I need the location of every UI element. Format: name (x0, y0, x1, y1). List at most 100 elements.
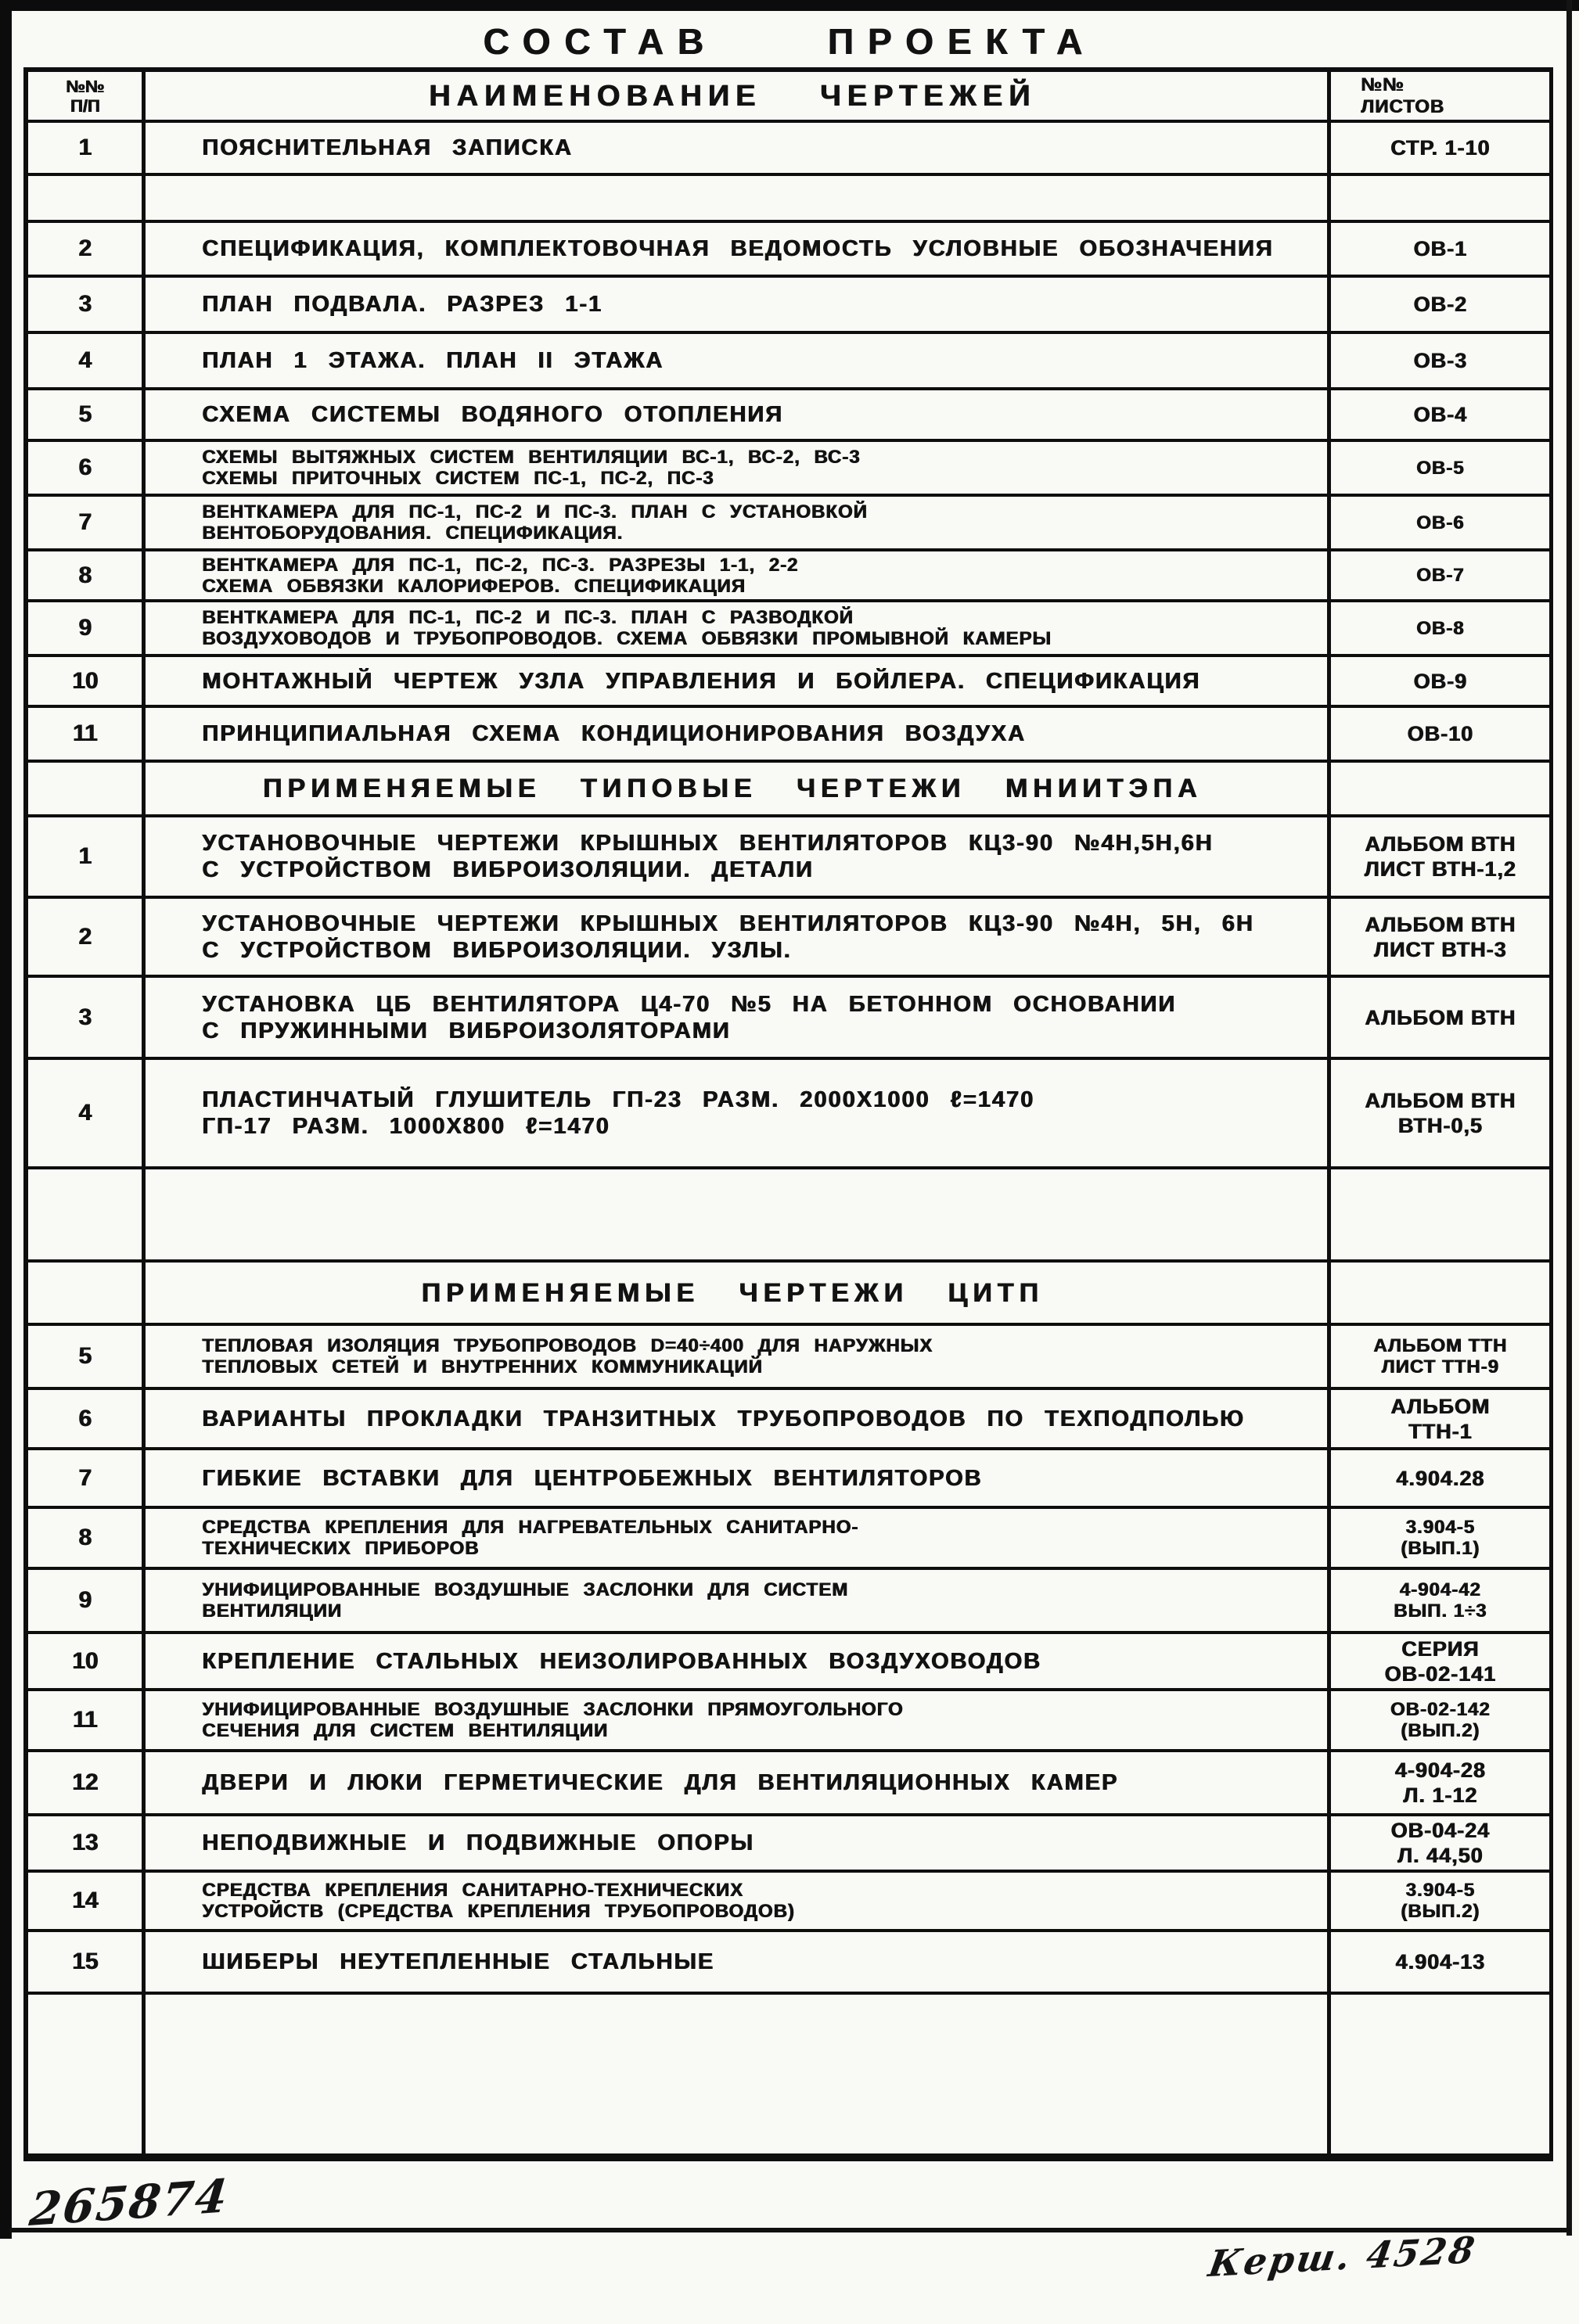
row-sheets-cell: стр. 1-10 (1327, 123, 1549, 173)
row-number-cell: 4 (28, 334, 146, 387)
row-sheets-cell: ОВ-6 (1327, 497, 1549, 548)
sheet-number-line: Лист ВТН-3 (1373, 937, 1507, 961)
row-name-cell: Схемы вытяжных систем вентиляции ВС-1, В… (146, 442, 1327, 494)
empty-row (28, 1169, 1549, 1263)
row-number: 2 (78, 923, 92, 950)
table-row: 11 Принципиальная схема кондиционирования… (28, 708, 1549, 763)
row-name-cell: Пояснительная записка (146, 123, 1327, 173)
drawing-name-line: Крепление стальных неизолированных возду… (202, 1648, 1041, 1674)
row-sheets-cell: ОВ-5 (1327, 442, 1549, 494)
row-number-cell: 13 (28, 1816, 146, 1870)
sheet-number-line: (вып.1) (1400, 1538, 1480, 1559)
sheet-number-line: л. 44,50 (1397, 1844, 1484, 1867)
drawing-name-line: Схема системы водяного отопления (202, 402, 783, 427)
column-header-num-line: №№ (65, 76, 105, 96)
row-number-cell: 7 (28, 1450, 146, 1506)
row-number-cell: 11 (28, 1691, 146, 1749)
table-row: 10 Крепление стальных неизолированных воз… (28, 1634, 1549, 1691)
row-number-cell (28, 763, 146, 814)
row-name-cell: Применяемые чертежи ЦИТП (146, 1263, 1327, 1323)
drawing-name-line: Средства крепления санитарно-технических (202, 1880, 743, 1901)
row-number: 6 (78, 454, 92, 480)
sheet-number-line: ОВ-3 (1413, 349, 1467, 372)
sheet-number-line: ОВ-1 (1413, 237, 1467, 260)
drawing-name-line: Венткамера для ПС-1, ПС-2, ПС-3. Разрезы… (202, 554, 799, 576)
sheet-number-line: 4.904.28 (1395, 1466, 1485, 1490)
table-row: 9 Унифицированные воздушные заслонки для … (28, 1570, 1549, 1634)
sheet-number-line: ОВ-2 (1413, 293, 1467, 316)
row-number: 5 (78, 401, 92, 427)
row-name-cell: Установка ЦБ вентилятора Ц4-70 №5 на бет… (146, 978, 1327, 1057)
row-sheets-cell: Альбом ВТН (1327, 978, 1549, 1057)
sheet-number-line: Альбом ВТН (1364, 1005, 1516, 1029)
row-sheets-cell (1327, 1995, 1549, 2153)
row-sheets-cell: Альбом ВТН Лист ВТН-1,2 (1327, 817, 1549, 896)
sheet-number-line: (вып.2) (1400, 1720, 1480, 1741)
empty-row (28, 1995, 1549, 2157)
sheet-number-line: ОВ-8 (1415, 617, 1465, 639)
row-number-cell: 9 (28, 1570, 146, 1631)
row-number-cell: 8 (28, 1509, 146, 1567)
drawing-name-line: Установка ЦБ вентилятора Ц4-70 №5 на бет… (202, 991, 1176, 1017)
table-row: 1 Пояснительная записка стр. 1-10 (28, 123, 1549, 176)
row-number: 12 (71, 1769, 99, 1795)
sheet-number-line: ОВ-7 (1415, 565, 1465, 586)
row-number: 11 (72, 1707, 98, 1733)
scan-left-border (0, 0, 12, 2239)
row-name-cell: Двери и люки герметические для вентиляци… (146, 1752, 1327, 1813)
row-number: 14 (71, 1888, 99, 1913)
row-number-cell: 1 (28, 123, 146, 173)
row-name-cell: Схема системы водяного отопления (146, 390, 1327, 439)
row-number: 8 (78, 1525, 92, 1550)
sheet-number-line: ОВ-10 (1407, 722, 1473, 745)
drawing-name-line: Установочные чертежи крышных вентиляторо… (202, 831, 1214, 856)
drawing-name-line: Принципиальная схема кондиционирования в… (202, 721, 1026, 746)
sheet-number-line: Лист ВТН-1,2 (1364, 857, 1516, 881)
row-name-cell (146, 1169, 1327, 1259)
row-sheets-cell: ОВ-7 (1327, 551, 1549, 599)
sheet-number-line: л. 1-12 (1403, 1783, 1477, 1807)
table-row: 10 Монтажный чертеж узла управления и бой… (28, 657, 1549, 708)
row-name-cell: Крепление стальных неизолированных возду… (146, 1634, 1327, 1688)
sheet-number-line: ОВ-6 (1415, 512, 1465, 533)
row-name-cell: Венткамера для ПС-1, ПС-2, ПС-3. Разрезы… (146, 551, 1327, 599)
row-number-cell: 3 (28, 278, 146, 331)
table-row: 8 Венткамера для ПС-1, ПС-2, ПС-3. Разрез… (28, 551, 1549, 602)
row-sheets-cell: ОВ-9 (1327, 657, 1549, 705)
row-sheets-cell: 3.904-5 (вып.2) (1327, 1873, 1549, 1929)
row-sheets-cell: ОВ-3 (1327, 334, 1549, 387)
table-row: 13 Неподвижные и подвижные опоры ОВ-04-24 л… (28, 1816, 1549, 1873)
row-number: 9 (78, 1587, 92, 1613)
row-number-cell: 3 (28, 978, 146, 1057)
row-number-cell: №№ п/п (28, 72, 146, 120)
row-sheets-cell: ОВ-4 (1327, 390, 1549, 439)
column-header-num-line: п/п (70, 95, 100, 116)
sheet-number-line: ОВ-04-24 (1390, 1819, 1490, 1842)
row-number: 4 (78, 1100, 92, 1126)
row-name-cell: Венткамера для ПС-1, ПС-2 и ПС-3. План с… (146, 497, 1327, 548)
drawing-name-line: Гибкие вставки для центробежных вентилят… (202, 1465, 983, 1491)
table-row: 12 Двери и люки герметические для вентиля… (28, 1752, 1549, 1816)
sheet-number-line: 4-904-42 (1399, 1579, 1481, 1600)
row-name-cell: Установочные чертежи крышных вентиляторо… (146, 817, 1327, 896)
drawing-name-line: Пояснительная записка (202, 135, 573, 160)
sheet-number-line: Альбом ВТН (1364, 912, 1516, 936)
column-header-sheets-line: листов (1361, 95, 1444, 117)
row-name-cell: Принципиальная схема кондиционирования в… (146, 708, 1327, 760)
row-sheets-cell: 4-904-42 вып. 1÷3 (1327, 1570, 1549, 1631)
sheet-number-line: 3.904-5 (1405, 1880, 1475, 1901)
row-sheets-cell (1327, 176, 1549, 220)
row-number: 4 (78, 347, 92, 373)
drawing-name-line: ГП-17 разм. 1000х800 ℓ=1470 (202, 1114, 610, 1139)
drawing-name-line: сечения для систем вентиляции (202, 1720, 608, 1741)
drawing-name-line: Венткамера для ПС-1, ПС-2 и ПС-3. План с… (202, 501, 868, 523)
row-sheets-cell: ОВ-8 (1327, 602, 1549, 654)
row-number-cell: 7 (28, 497, 146, 548)
row-number-cell: 2 (28, 899, 146, 975)
row-sheets-cell: ОВ-10 (1327, 708, 1549, 760)
row-number-cell: 12 (28, 1752, 146, 1813)
row-number-cell: 8 (28, 551, 146, 599)
table-row: 9 Венткамера для ПС-1, ПС-2 и ПС-3. План … (28, 602, 1549, 657)
table-row: 11 Унифицированные воздушные заслонки пря… (28, 1691, 1549, 1752)
